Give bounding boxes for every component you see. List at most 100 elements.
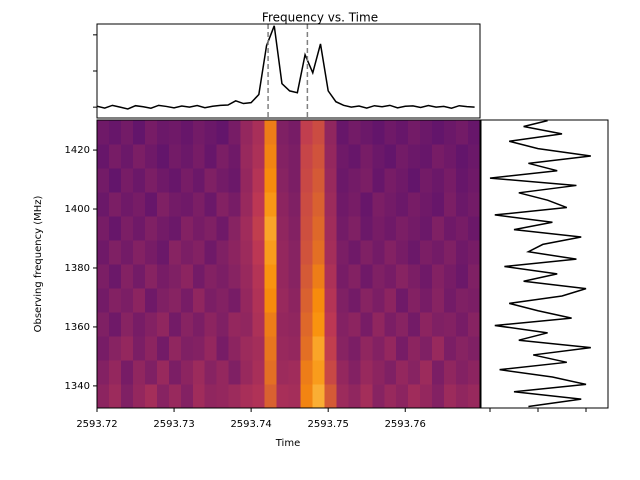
heatmap-cell <box>456 192 469 217</box>
heatmap-cell <box>144 264 158 289</box>
heatmap-cell <box>372 120 385 145</box>
heatmap-cell <box>300 144 313 169</box>
heatmap-cell <box>228 336 241 361</box>
heatmap-cell <box>288 288 301 313</box>
heatmap-cell <box>288 192 301 217</box>
heatmap-cell <box>432 120 445 145</box>
heatmap-cell <box>240 168 253 193</box>
heatmap-cell <box>264 312 277 337</box>
heatmap-cell <box>432 192 445 217</box>
heatmap-cell <box>168 336 182 361</box>
heatmap-cell <box>276 192 289 217</box>
heatmap-cell <box>120 264 134 289</box>
heatmap-cell <box>312 120 325 145</box>
heatmap-cell <box>420 384 433 409</box>
heatmap-cell <box>108 288 122 313</box>
heatmap-cell <box>132 144 146 169</box>
heatmap-cell <box>228 168 241 193</box>
heatmap-cell <box>300 216 313 241</box>
heatmap-cell <box>336 312 349 337</box>
heatmap-cell <box>216 288 229 313</box>
heatmap-cell <box>324 192 337 217</box>
heatmap-cell <box>108 384 122 409</box>
heatmap-cell <box>252 336 265 361</box>
heatmap-cell <box>108 192 122 217</box>
heatmap-cell <box>444 144 457 169</box>
heatmap-cell <box>432 336 445 361</box>
heatmap-cell <box>444 168 457 193</box>
heatmap-cell <box>348 336 361 361</box>
heatmap-cell <box>324 384 337 409</box>
heatmap-cell <box>168 216 182 241</box>
heatmap-cell <box>300 312 313 337</box>
heatmap-cell <box>264 144 277 169</box>
heatmap-cell <box>264 216 277 241</box>
heatmap-cell <box>336 288 349 313</box>
heatmap-cell <box>252 192 265 217</box>
heatmap-cell <box>348 264 361 289</box>
heatmap-cell <box>216 216 229 241</box>
heatmap-cell <box>276 240 289 265</box>
heatmap-cell <box>288 120 301 145</box>
y-tick-label: 1340 <box>65 381 90 392</box>
heatmap-cell <box>144 360 158 385</box>
heatmap-cell <box>396 336 409 361</box>
heatmap-cell <box>384 192 397 217</box>
x-axis-label: Time <box>275 438 300 449</box>
heatmap-cell <box>360 144 373 169</box>
heatmap-cell <box>420 312 433 337</box>
heatmap-cell <box>336 216 349 241</box>
heatmap-cell <box>384 168 397 193</box>
heatmap-cell <box>456 144 469 169</box>
heatmap-cell <box>252 288 265 313</box>
heatmap-cell <box>456 120 469 145</box>
heatmap-cell <box>396 384 409 409</box>
heatmap-cell <box>120 288 134 313</box>
heatmap-cell <box>288 144 301 169</box>
heatmap-cell <box>348 168 361 193</box>
heatmap-cell <box>240 336 253 361</box>
heatmap-cell <box>408 336 421 361</box>
heatmap-cell <box>108 360 122 385</box>
heatmap-cell <box>300 240 313 265</box>
heatmap-cell <box>408 384 421 409</box>
heatmap-cell <box>204 216 217 241</box>
heatmap-cell <box>372 264 385 289</box>
heatmap-cell <box>444 120 457 145</box>
heatmap-cell <box>264 336 277 361</box>
heatmap-cell <box>180 168 194 193</box>
heatmap-cell <box>252 144 265 169</box>
heatmap-cell <box>348 120 361 145</box>
heatmap-cell <box>372 312 385 337</box>
heatmap-cell <box>276 216 289 241</box>
heatmap-cell <box>456 168 469 193</box>
heatmap-cell <box>336 144 349 169</box>
heatmap-cell <box>180 336 194 361</box>
heatmap-cell <box>432 264 445 289</box>
heatmap-cell <box>348 216 361 241</box>
heatmap-cell <box>144 120 158 145</box>
heatmap-cell <box>216 336 229 361</box>
heatmap-cell <box>252 384 265 409</box>
heatmap-cell <box>336 240 349 265</box>
heatmap-cell <box>276 144 289 169</box>
heatmap-cell <box>204 360 217 385</box>
heatmap-cell <box>384 144 397 169</box>
heatmap-cell <box>432 384 445 409</box>
y-axis-label: Observing frequency (MHz) <box>33 196 44 333</box>
heatmap-cell <box>97 144 110 169</box>
heatmap-cell <box>168 288 182 313</box>
heatmap-cell <box>192 336 206 361</box>
heatmap-cell <box>336 336 349 361</box>
heatmap-cell <box>252 264 265 289</box>
heatmap-cell <box>108 264 122 289</box>
heatmap-cell <box>312 288 325 313</box>
heatmap-cell <box>288 240 301 265</box>
x-tick-label: 2593.75 <box>308 419 349 430</box>
heatmap-cell <box>408 264 421 289</box>
heatmap-cell <box>192 168 206 193</box>
heatmap-cell <box>432 216 445 241</box>
heatmap-cell <box>120 192 134 217</box>
heatmap-cell <box>180 288 194 313</box>
heatmap-cell <box>420 264 433 289</box>
